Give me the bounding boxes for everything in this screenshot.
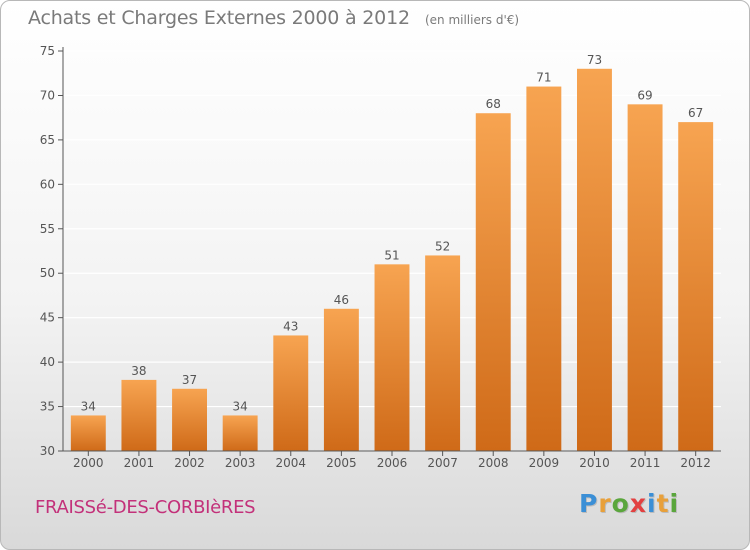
y-tick-label: 45 xyxy=(40,311,55,325)
labels-layer: 34 2000 38 2001 37 2002 34 2003 43 2004 46 2005 51 20… xyxy=(73,53,711,470)
axis-layer: 30 35 40 45 50 55 60 65 70 75 xyxy=(40,44,721,458)
x-tick-label: 2009 xyxy=(529,456,560,470)
bar xyxy=(374,264,410,451)
brand-logo-letter: r xyxy=(598,489,612,518)
chart-unit: (en milliers d'€) xyxy=(424,13,520,27)
chart-title: Achats et Charges Externes 2000 à 2012 xyxy=(28,7,410,29)
brand-logo-letter: x xyxy=(629,489,647,518)
bar-value-label: 38 xyxy=(131,364,146,378)
y-tick-label: 50 xyxy=(40,266,55,280)
y-tick-label: 30 xyxy=(40,444,55,458)
brand-logo-letter: i xyxy=(669,489,680,518)
bar xyxy=(678,122,714,451)
y-tick-label: 55 xyxy=(40,222,55,236)
x-tick-label: 2002 xyxy=(174,456,205,470)
bar-value-label: 46 xyxy=(334,293,349,307)
x-tick-label: 2011 xyxy=(630,456,661,470)
bar-value-label: 73 xyxy=(587,53,602,67)
x-tick-label: 2006 xyxy=(377,456,408,470)
x-tick-label: 2012 xyxy=(680,456,711,470)
bar-value-label: 71 xyxy=(536,71,551,85)
bar xyxy=(222,415,258,451)
brand-logo-letter: t xyxy=(656,489,670,518)
bar-value-label: 43 xyxy=(283,319,298,333)
bar xyxy=(627,104,663,451)
commune-name: FRAISSé-DES-CORBIèRES xyxy=(35,497,256,518)
y-tick-label: 75 xyxy=(40,44,55,58)
bar xyxy=(172,388,208,451)
bar-value-label: 52 xyxy=(435,239,450,253)
x-tick-label: 2001 xyxy=(124,456,155,470)
x-tick-label: 2008 xyxy=(478,456,509,470)
bar-value-label: 68 xyxy=(486,97,501,111)
brand-logo-letter: o xyxy=(611,489,630,518)
x-tick-label: 2005 xyxy=(326,456,357,470)
bar xyxy=(425,255,461,451)
y-tick-label: 60 xyxy=(40,177,55,191)
bar xyxy=(121,379,157,451)
bar xyxy=(273,335,309,451)
bar xyxy=(475,113,511,451)
brand-logo[interactable]: Proxiti xyxy=(579,489,679,518)
chart-header: Achats et Charges Externes 2000 à 2012 (… xyxy=(28,7,519,29)
y-tick-label: 70 xyxy=(40,88,55,102)
bar xyxy=(70,415,106,451)
bar-value-label: 37 xyxy=(182,373,197,387)
y-tick-label: 65 xyxy=(40,133,55,147)
x-tick-label: 2010 xyxy=(579,456,610,470)
bar-value-label: 51 xyxy=(384,248,399,262)
bar xyxy=(576,68,612,452)
x-tick-label: 2007 xyxy=(427,456,458,470)
y-tick-label: 40 xyxy=(40,355,55,369)
bar-value-label: 69 xyxy=(637,88,652,102)
brand-logo-letter: P xyxy=(579,489,599,518)
x-tick-label: 2000 xyxy=(73,456,104,470)
bar-value-label: 34 xyxy=(233,399,248,413)
bar xyxy=(526,86,562,452)
bar-value-label: 34 xyxy=(81,399,96,413)
y-tick-label: 35 xyxy=(40,400,55,414)
brand-logo-letter: i xyxy=(647,489,657,518)
bars-layer xyxy=(70,68,714,452)
bar xyxy=(323,308,359,451)
bar-value-label: 67 xyxy=(688,106,703,120)
x-tick-label: 2004 xyxy=(275,456,306,470)
x-tick-label: 2003 xyxy=(225,456,256,470)
